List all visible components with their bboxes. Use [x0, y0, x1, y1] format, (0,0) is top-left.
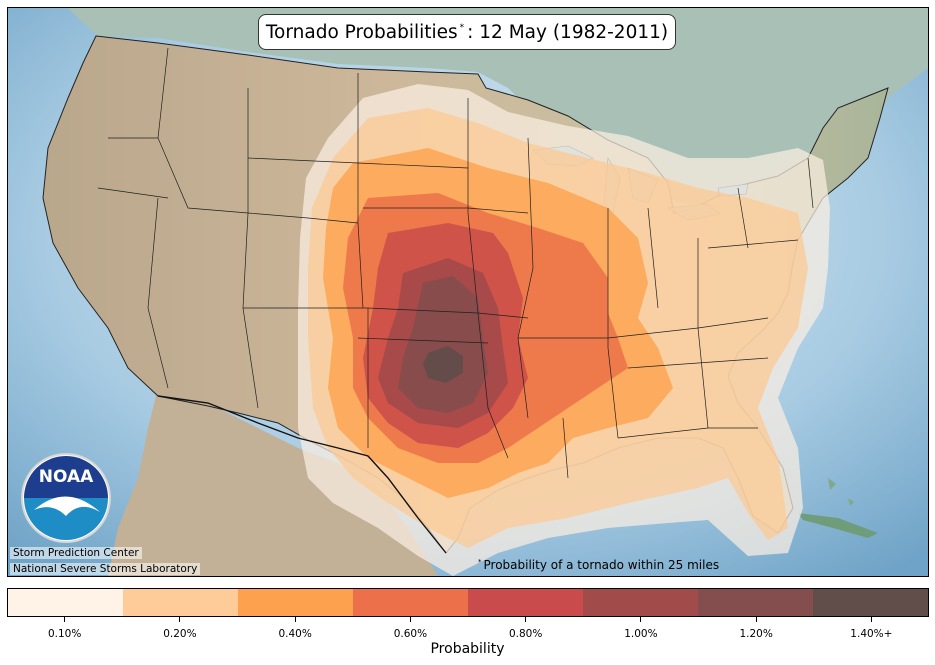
- colorbar-segment: [698, 589, 813, 616]
- credit-nssl: National Severe Storms Laboratory: [10, 563, 201, 575]
- colorbar-tick: [64, 617, 66, 622]
- footnote-marker: *: [478, 558, 482, 566]
- colorbar-tick-label: 1.20%: [739, 628, 773, 640]
- colorbar-tick-label: 0.80%: [508, 628, 543, 640]
- colorbar-segment: [813, 589, 928, 616]
- colorbar-tick: [294, 617, 296, 622]
- tornado-probability-map: [7, 7, 929, 577]
- colorbar-tick-label: 0.10%: [47, 628, 82, 640]
- colorbar-segment: [8, 589, 123, 616]
- colorbar-tick: [179, 617, 181, 622]
- colorbar-tick: [870, 617, 872, 622]
- colorbar-segment: [468, 589, 583, 616]
- caribbean-islands: [798, 513, 878, 538]
- colorbar-tick-label: 1.00%: [624, 628, 658, 640]
- mexico-landmass: [108, 388, 438, 576]
- footnote-text: Probability of a tornado within 25 miles: [483, 558, 720, 572]
- contour-1-40: [423, 346, 463, 383]
- state-borders: [97, 47, 814, 479]
- colorbar-tick-label: 0.20%: [163, 628, 197, 640]
- bahamas-islands: [828, 478, 854, 506]
- colorbar-segment: [353, 589, 468, 616]
- title-main: Tornado Probabilities: [265, 21, 458, 43]
- map-title: Tornado Probabilities *: 12 May (1982-201…: [258, 14, 676, 50]
- colorbar-tick: [525, 617, 527, 622]
- title-marker: *: [459, 23, 465, 33]
- colorbar-segment: [238, 589, 353, 616]
- colorbar-segment: [583, 589, 698, 616]
- probability-colorbar: [7, 588, 929, 617]
- noaa-logo-icon: NOAA: [20, 452, 112, 544]
- credit-spc: Storm Prediction Center: [10, 547, 142, 559]
- colorbar-tick: [640, 617, 642, 622]
- us-mexico-border: [157, 395, 447, 554]
- map-canvas: [8, 8, 928, 576]
- colorbar-tick: [409, 617, 411, 622]
- footnote: * Probability of a tornado within 25 mile…: [478, 558, 719, 572]
- colorbar-tick-label: 1.40%+: [850, 628, 893, 640]
- colorbar-ticks: 0.10% 0.20% 0.40% 0.60% 0.80% 1.00% 1.20% 1.40%…: [7, 617, 929, 647]
- colorbar-tick: [755, 617, 757, 622]
- colorbar-tick-label: 0.60%: [393, 628, 428, 640]
- colorbar-tick-label: 0.40%: [278, 628, 312, 640]
- probability-contours: [298, 84, 830, 576]
- colorbar-label: Probability: [430, 641, 505, 657]
- logo-text: NOAA: [39, 467, 94, 487]
- title-date: : 12 May (1982-2011): [467, 21, 669, 43]
- colorbar-segment: [123, 589, 238, 616]
